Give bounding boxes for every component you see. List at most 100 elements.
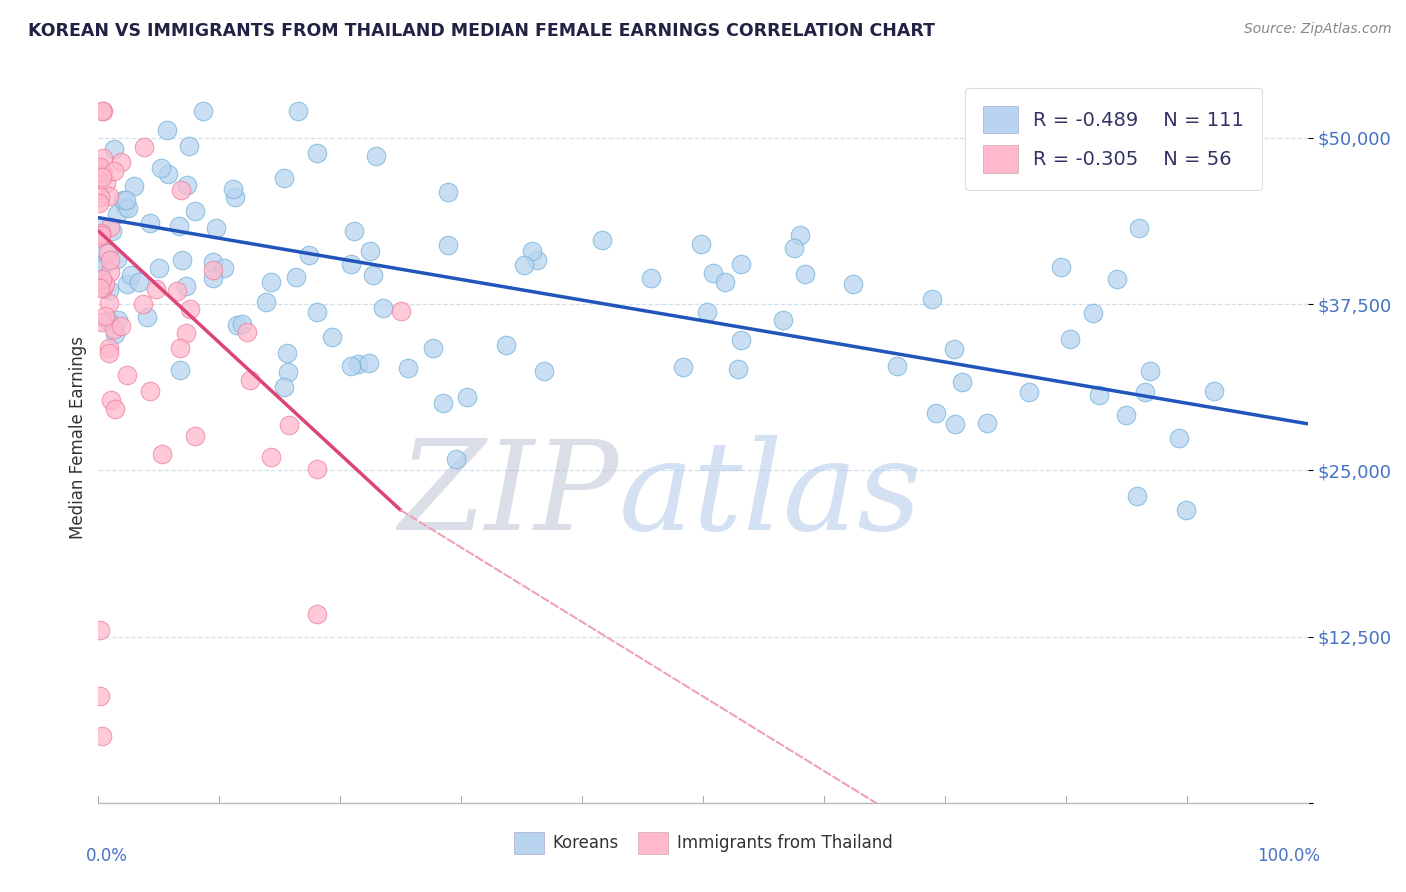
Point [104,326,127,341]
Point [193,104,215,119]
Point [456,390,478,404]
Point [89,623,111,637]
Point [260,275,283,289]
Point [842,277,865,291]
Point [89,230,111,244]
Point [1050,260,1073,274]
Point [690,236,713,251]
Point [91,104,114,119]
Point [1115,409,1137,423]
Point [260,450,283,464]
Point [148,261,170,276]
Point [117,201,139,215]
Point [1059,332,1081,346]
Point [943,417,966,431]
Point [346,357,368,371]
Point [98,252,121,267]
Point [1174,503,1197,517]
Point [1139,364,1161,378]
Point [89,281,111,295]
Point [236,325,259,339]
Point [221,182,243,196]
Point [520,244,543,258]
Point [1135,384,1157,399]
Point [98,346,121,360]
Point [176,178,198,192]
Point [90,262,112,277]
Point [105,252,128,267]
Text: Source: ZipAtlas.com: Source: ZipAtlas.com [1244,22,1392,37]
Point [110,319,132,334]
Point [103,142,125,156]
Point [128,275,150,289]
Point [730,257,752,271]
Point [90,227,112,242]
Point [122,178,145,193]
Point [91,104,114,119]
Point [1125,489,1147,503]
Point [512,258,534,272]
Point [97,245,120,260]
Point [1202,384,1225,399]
Point [136,310,159,324]
Point [90,258,112,272]
Point [105,207,128,221]
Point [169,363,191,377]
Point [343,224,366,238]
Point [495,337,517,351]
Point [533,364,555,378]
Point [204,220,226,235]
Point [446,452,468,467]
Point [224,190,246,204]
Point [772,313,794,327]
Point [115,368,138,383]
Point [672,359,695,374]
Point [91,151,114,165]
Point [359,356,381,370]
Point [702,267,724,281]
Point [1088,388,1111,402]
Point [167,219,190,234]
Point [90,272,112,286]
Point [783,241,806,255]
Point [179,302,201,317]
Point [793,267,815,281]
Point [174,326,197,340]
Point [87,195,110,210]
Point [305,305,328,319]
Point [1018,385,1040,400]
Point [89,160,111,174]
Point [170,252,193,267]
Point [89,190,111,204]
Point [396,361,419,376]
Point [921,292,943,306]
Point [202,263,225,277]
Point [1168,431,1191,445]
Text: ZIP: ZIP [398,434,619,557]
Point [114,201,136,215]
Point [789,228,811,243]
Point [363,268,385,282]
Point [97,314,120,328]
Point [591,233,613,247]
Point [98,265,121,279]
Point [90,219,112,234]
Point [273,170,295,185]
Point [276,346,298,360]
Point [110,154,132,169]
Point [714,275,737,289]
Point [91,315,114,329]
Point [166,285,188,299]
Point [174,279,197,293]
Point [287,104,309,119]
Point [321,329,343,343]
Point [115,277,138,292]
Point [389,304,412,318]
Point [91,729,114,743]
Point [307,145,329,160]
Point [114,193,136,207]
Point [226,318,249,332]
Point [1105,271,1128,285]
Point [696,305,718,319]
Point [91,281,114,295]
